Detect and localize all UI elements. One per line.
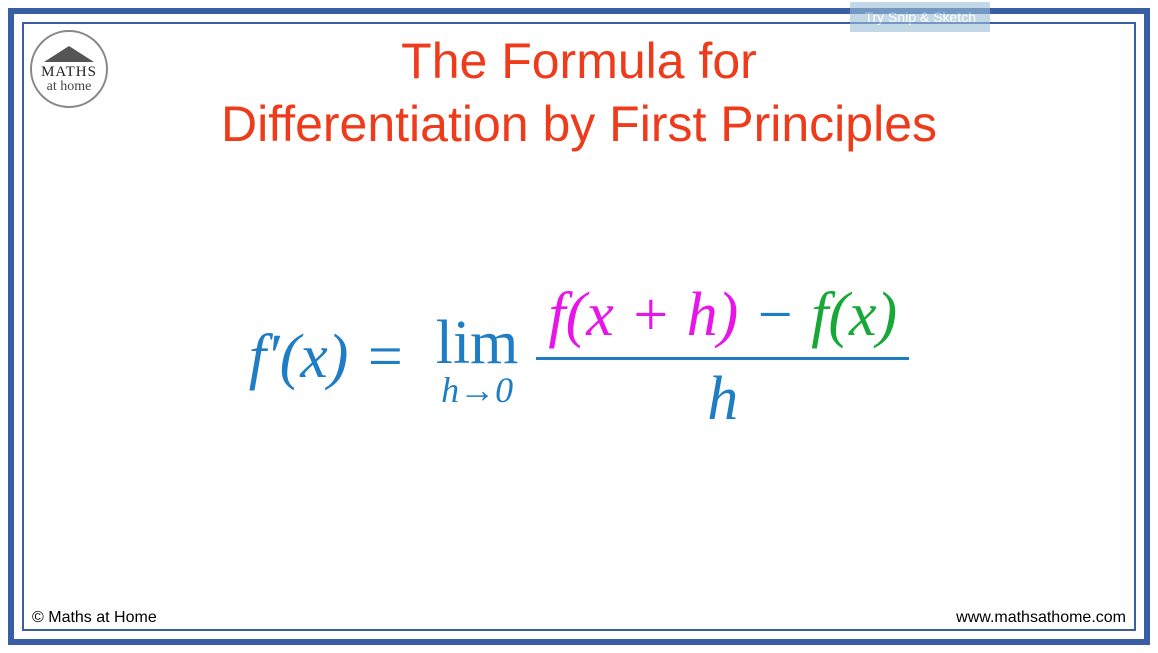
formula: f′(x) = lim h→0 f(x + h) − f(x) h — [60, 280, 1098, 435]
snip-sketch-button[interactable]: Try Snip & Sketch — [850, 2, 990, 32]
formula-fx: f(x) — [811, 281, 897, 349]
formula-lhs: f′(x) = — [249, 322, 406, 393]
copyright-text: © Maths at Home — [32, 609, 157, 627]
formula-minus: − — [738, 281, 811, 349]
formula-limit: lim h→0 — [436, 316, 519, 412]
website-text: www.mathsathome.com — [956, 609, 1126, 627]
formula-fxh: f(x + h) — [548, 281, 738, 349]
formula-denominator: h — [707, 360, 738, 435]
title-line-2: Differentiation by First Principles — [0, 93, 1158, 156]
formula-numerator: f(x + h) − f(x) — [536, 280, 909, 357]
formula-lim-subscript: h→0 — [441, 369, 513, 411]
formula-fraction: f(x + h) − f(x) h — [536, 280, 909, 435]
page-title: The Formula for Differentiation by First… — [0, 30, 1158, 155]
title-line-1: The Formula for — [0, 30, 1158, 93]
formula-lim-text: lim — [436, 316, 519, 372]
